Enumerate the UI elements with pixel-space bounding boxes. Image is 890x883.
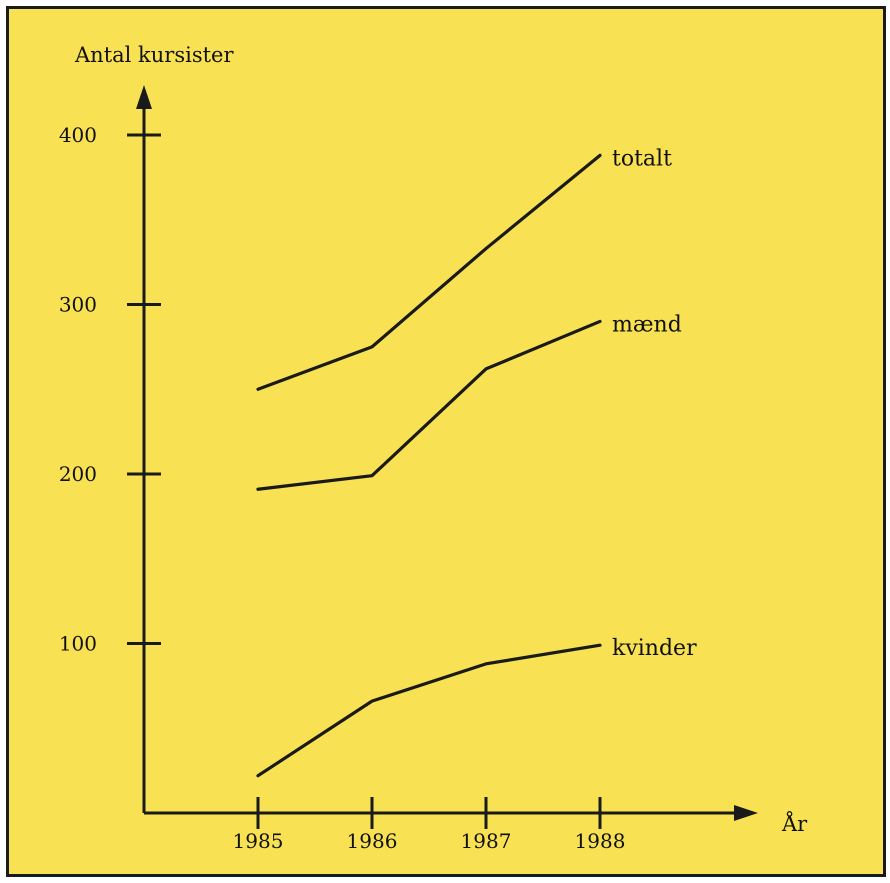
series-label: mænd xyxy=(612,312,682,337)
chart-panel xyxy=(6,6,886,877)
ticks xyxy=(127,133,602,829)
x-tick-label: 1987 xyxy=(461,829,512,853)
x-axis-arrow-icon xyxy=(734,805,758,821)
series-label: kvinder xyxy=(612,636,697,661)
series-line-totalt xyxy=(256,153,602,391)
axes xyxy=(136,85,758,821)
y-tick-label: 100 xyxy=(59,632,97,656)
y-tick-label: 400 xyxy=(59,123,97,147)
x-tick-label: 1986 xyxy=(347,829,398,853)
x-axis-title: År xyxy=(781,811,808,836)
series-line-mænd xyxy=(256,319,602,491)
y-tick-label: 300 xyxy=(59,293,97,317)
labels: Antal kursister År 100 200 300 400 1985 1986 198… xyxy=(59,43,808,853)
series-label: totalt xyxy=(612,146,672,171)
x-tick-label: 1985 xyxy=(233,829,284,853)
y-axis-arrow-icon xyxy=(136,85,152,109)
y-axis-title: Antal kursister xyxy=(74,43,234,67)
series-lines xyxy=(256,153,602,778)
series-line-kvinder xyxy=(256,643,602,778)
y-tick-label: 200 xyxy=(59,462,97,486)
x-tick-label: 1988 xyxy=(575,829,626,853)
